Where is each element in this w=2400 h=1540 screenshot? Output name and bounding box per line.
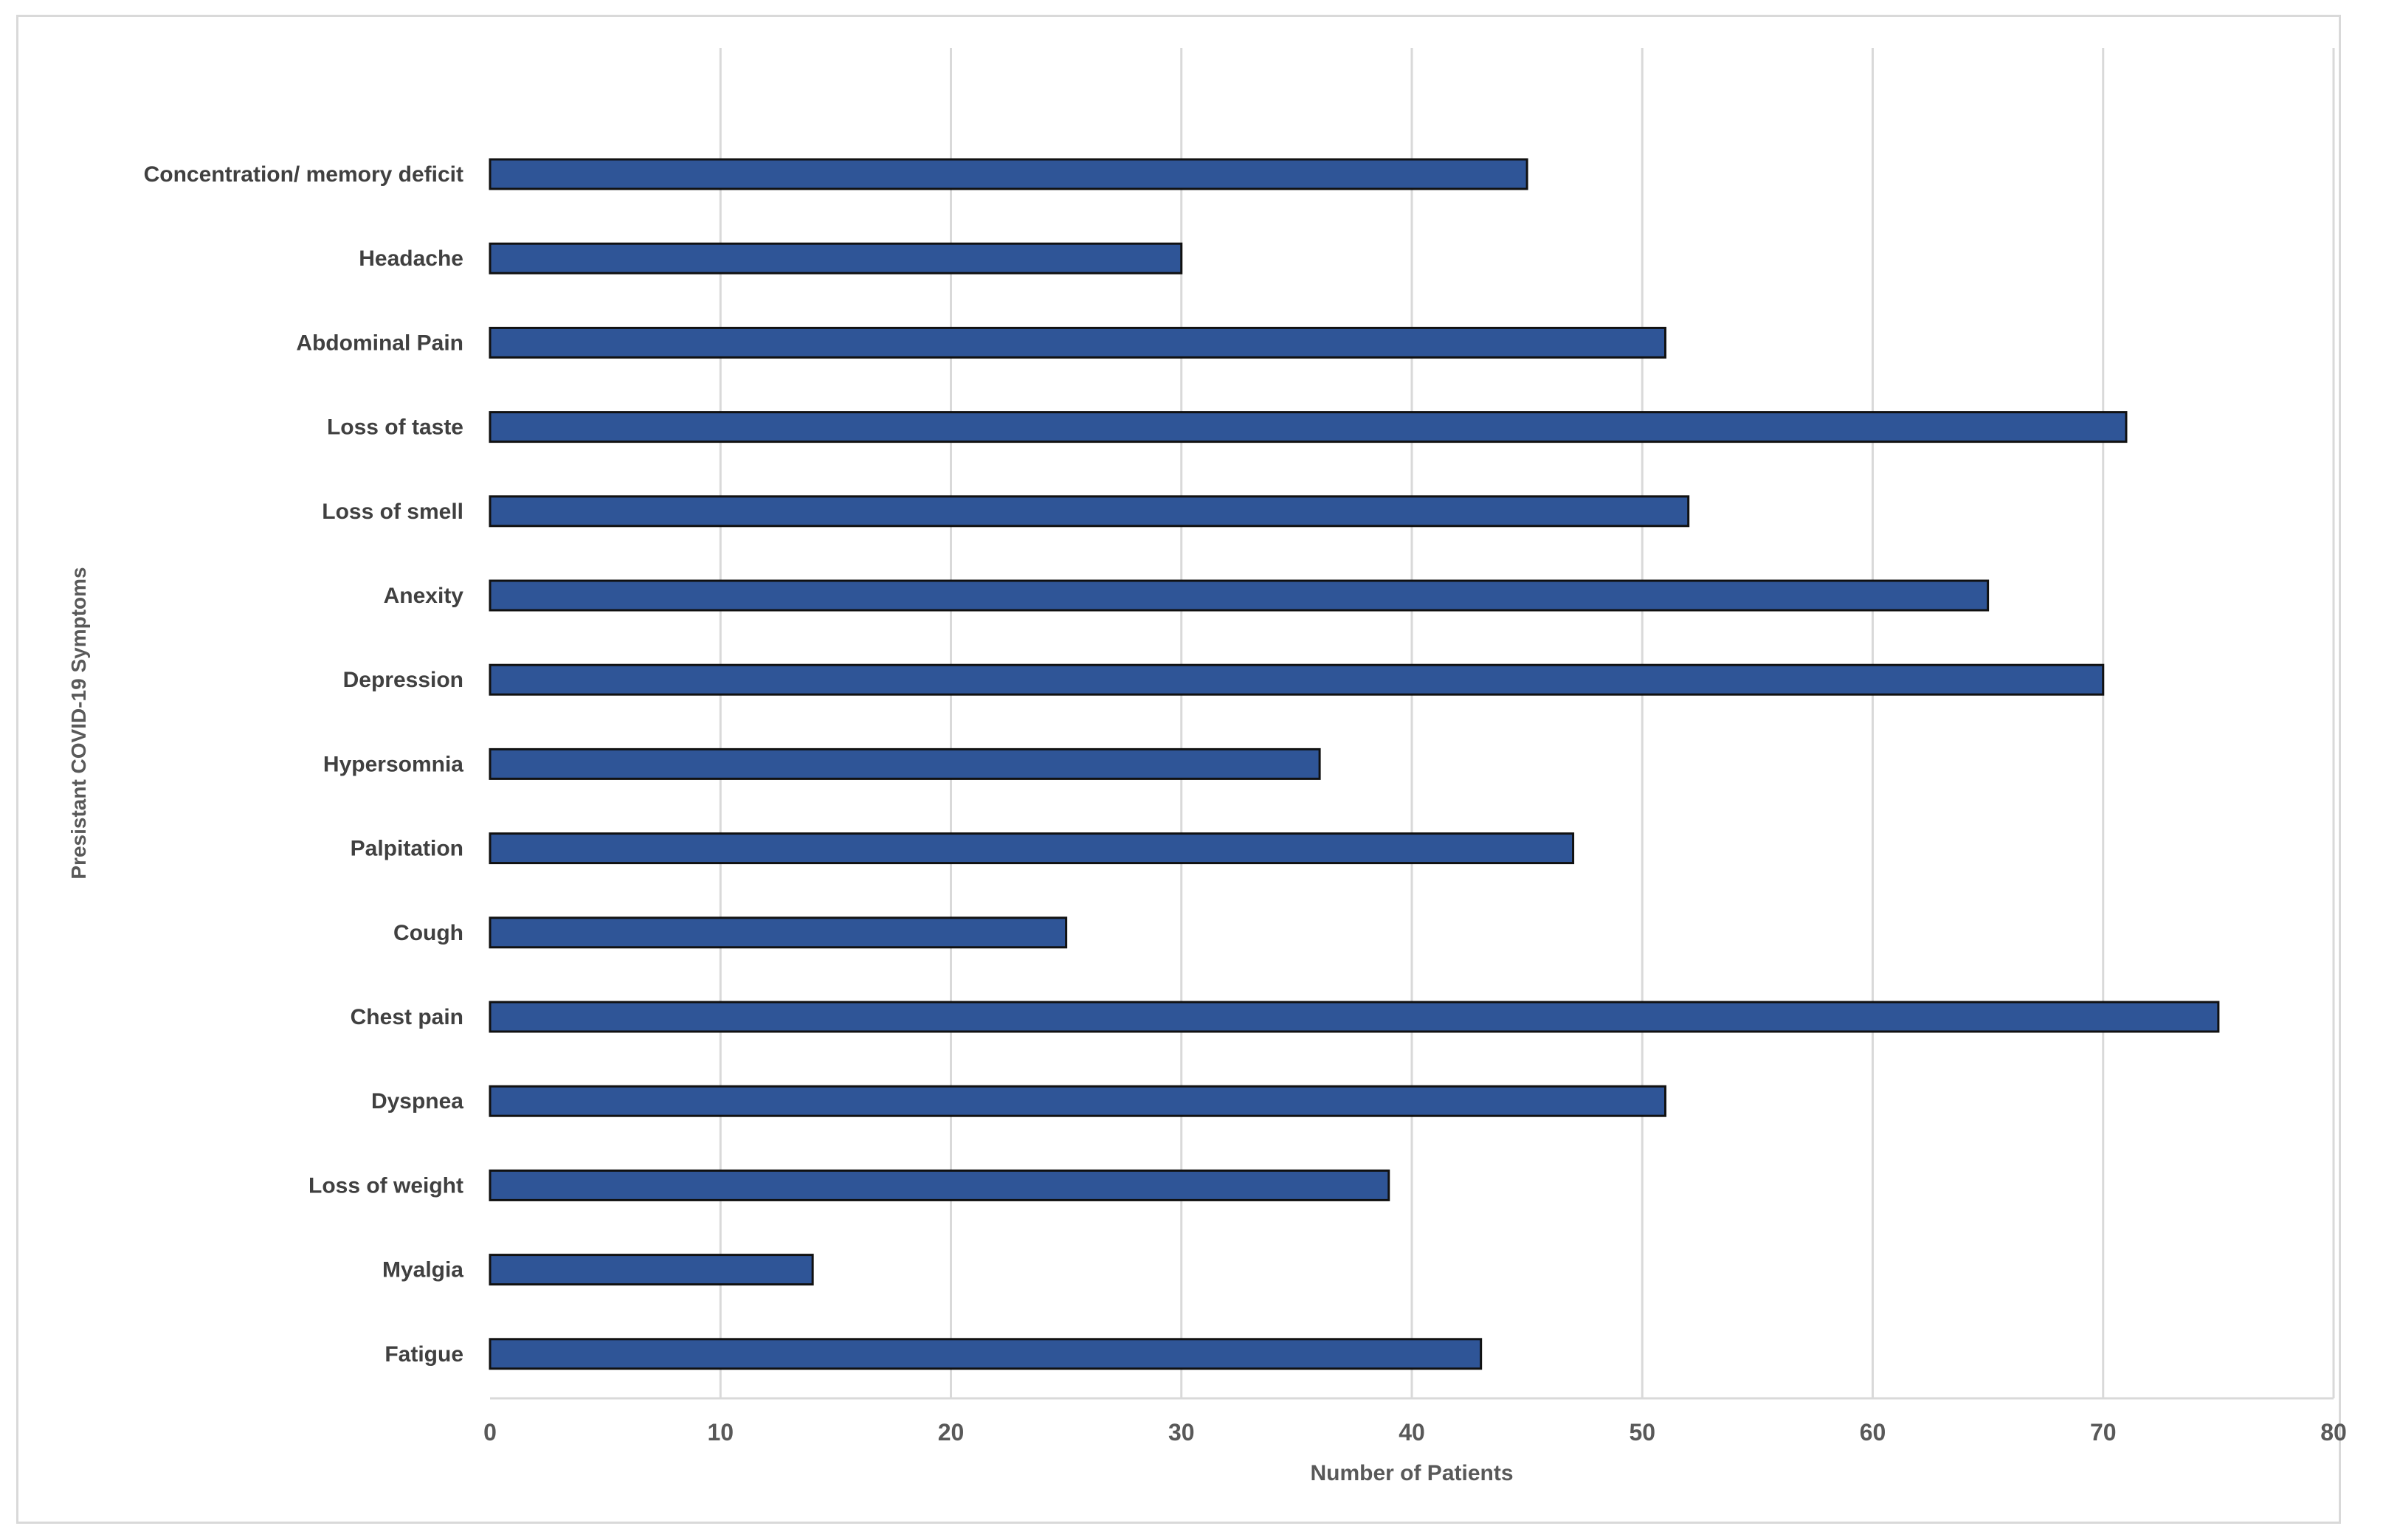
x-axis-title: Number of Patients — [1310, 1461, 1513, 1485]
category-label: Depression — [343, 668, 463, 692]
bar — [489, 1338, 1483, 1370]
x-tick-label: 50 — [1629, 1419, 1655, 1446]
category-label: Cough — [393, 921, 463, 945]
category-label: Palpitation — [351, 837, 463, 861]
x-tick-label: 30 — [1168, 1419, 1195, 1446]
bar — [489, 1169, 1390, 1201]
x-tick-label: 40 — [1399, 1419, 1425, 1446]
category-label: Headache — [359, 246, 463, 271]
bar — [489, 158, 1528, 190]
x-tick-label: 70 — [2090, 1419, 2117, 1446]
bar — [489, 411, 2128, 443]
x-tick-label: 60 — [1860, 1419, 1886, 1446]
category-label: Fatigue — [385, 1342, 463, 1367]
category-label: Loss of smell — [322, 500, 463, 524]
x-tick-label: 20 — [938, 1419, 965, 1446]
category-label: Loss of taste — [327, 415, 463, 440]
x-tick-label: 80 — [2320, 1419, 2347, 1446]
bar — [489, 1085, 1666, 1117]
category-label: Myalgia — [382, 1258, 463, 1282]
bar — [489, 495, 1690, 528]
category-label: Concentration/ memory deficit — [144, 162, 463, 187]
bar — [489, 1254, 814, 1286]
bar — [489, 663, 2105, 696]
category-labels: Concentration/ memory deficit Headache Abd… — [144, 162, 464, 1367]
bar — [489, 242, 1183, 274]
x-tick-label: 10 — [707, 1419, 734, 1446]
bar — [489, 1001, 2220, 1033]
x-tick-label: 0 — [483, 1419, 497, 1446]
category-label: Chest pain — [351, 1005, 463, 1029]
category-label: Anexity — [384, 584, 464, 608]
bar — [489, 747, 1321, 780]
bars — [489, 158, 2220, 1370]
bar — [489, 916, 1068, 949]
category-label: Loss of weight — [308, 1173, 463, 1198]
x-tick-labels: 0 10 20 30 40 50 60 70 80 — [483, 1419, 2347, 1446]
category-label: Abdominal Pain — [296, 331, 463, 355]
category-label: Dyspnea — [371, 1089, 463, 1113]
category-label: Hypersomnia — [323, 752, 463, 776]
y-axis-title: Presistant COVID-19 Symptoms — [67, 567, 90, 879]
bar — [489, 326, 1666, 359]
bar — [489, 832, 1575, 865]
bar — [489, 579, 1990, 612]
